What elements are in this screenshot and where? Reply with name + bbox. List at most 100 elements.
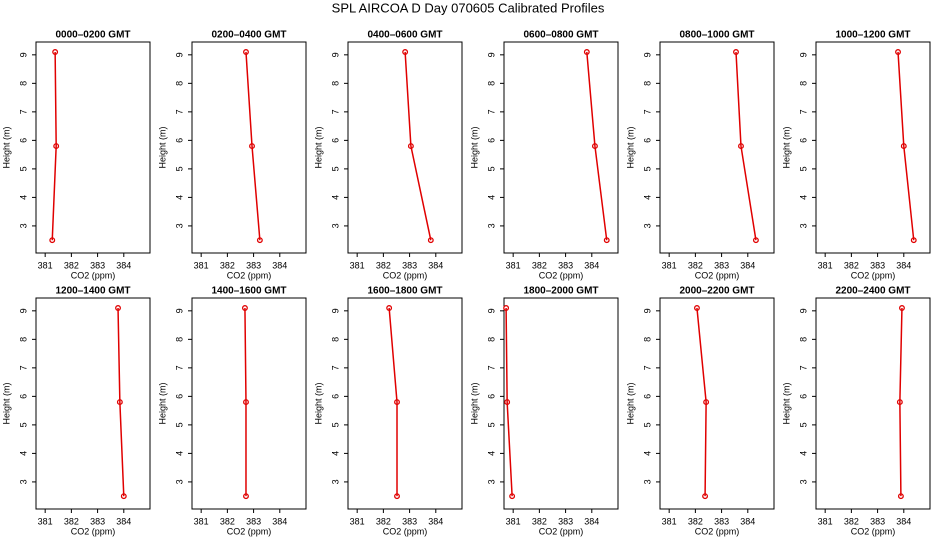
y-tick-label: 3: [18, 223, 28, 228]
plot-frame: [191, 297, 307, 510]
y-axis-label: Height (m): [469, 126, 479, 168]
plot-frame: [815, 297, 931, 510]
y-tick-label: 8: [798, 337, 808, 342]
y-tick-label: 7: [642, 365, 652, 370]
x-tick-label: 383: [246, 260, 261, 270]
y-tick-label: 8: [174, 81, 184, 86]
panel-title: 0600–0800 GMT: [523, 30, 598, 41]
x-tick-label: 381: [506, 516, 521, 526]
data-point: [733, 49, 739, 55]
data-point: [591, 143, 598, 150]
y-tick-label: 4: [174, 451, 184, 456]
x-tick-label: 383: [402, 516, 417, 526]
y-tick-label: 4: [798, 195, 808, 200]
y-tick-label: 5: [330, 166, 340, 171]
x-tick-label: 381: [38, 516, 53, 526]
y-tick-label: 6: [642, 394, 652, 399]
y-tick-label: 3: [18, 479, 28, 484]
y-tick-label: 6: [486, 394, 496, 399]
profile-line: [897, 51, 915, 241]
x-tick-label: 384: [740, 260, 755, 270]
x-axis-label: CO2 (ppm): [383, 270, 428, 280]
x-tick-label: 384: [272, 516, 287, 526]
x-tick-label: 383: [90, 516, 105, 526]
x-tick-label: 384: [896, 516, 911, 526]
y-tick-label: 3: [486, 223, 496, 228]
y-tick-label: 4: [330, 195, 340, 200]
y-tick-label: 8: [642, 81, 652, 86]
x-tick-label: 382: [220, 260, 235, 270]
data-point: [402, 49, 409, 55]
data-point: [694, 305, 700, 311]
data-point: [53, 143, 60, 150]
panel-title: 0400–0600 GMT: [367, 30, 442, 41]
panel-title: 0200–0400 GMT: [211, 30, 286, 41]
data-point: [243, 399, 249, 406]
x-tick-label: 384: [116, 516, 131, 526]
y-axis-label: Height (m): [625, 126, 635, 168]
y-tick-label: 7: [486, 365, 496, 370]
x-tick-label: 381: [350, 260, 365, 270]
x-tick-label: 383: [714, 260, 729, 270]
y-tick-label: 6: [330, 394, 340, 399]
y-tick-label: 9: [330, 308, 340, 313]
y-tick-label: 4: [18, 195, 28, 200]
y-tick-label: 9: [642, 308, 652, 313]
panel-title: 0000–0200 GMT: [55, 30, 130, 41]
y-tick-label: 4: [486, 451, 496, 456]
plot-frame: [191, 41, 307, 254]
y-tick-label: 3: [798, 223, 808, 228]
panel-title: 1200–1400 GMT: [55, 286, 130, 297]
x-tick-label: 381: [506, 260, 521, 270]
profile-line: [505, 307, 513, 497]
x-tick-label: 383: [870, 516, 885, 526]
y-tick-label: 9: [486, 52, 496, 57]
data-point: [386, 305, 393, 311]
x-tick-label: 383: [402, 260, 417, 270]
data-point: [702, 493, 709, 500]
profile-line: [245, 51, 261, 241]
y-tick-label: 4: [486, 195, 496, 200]
y-tick-label: 6: [174, 138, 184, 143]
y-tick-label: 5: [18, 166, 28, 171]
y-tick-label: 3: [642, 223, 652, 228]
y-tick-label: 7: [174, 109, 184, 114]
y-tick-label: 5: [330, 422, 340, 427]
y-tick-label: 8: [18, 81, 28, 86]
y-tick-label: 9: [18, 52, 28, 57]
profile-line: [51, 51, 57, 241]
data-point: [115, 305, 121, 311]
x-tick-label: 382: [688, 516, 703, 526]
x-tick-label: 382: [64, 516, 79, 526]
panel-title: 0800–1000 GMT: [679, 30, 754, 41]
x-axis-label: CO2 (ppm): [383, 526, 428, 536]
x-tick-label: 381: [662, 260, 677, 270]
plot-frame: [35, 41, 151, 254]
data-point: [738, 143, 744, 150]
y-axis-label: Height (m): [313, 126, 323, 168]
x-tick-label: 384: [584, 260, 599, 270]
y-axis-label: Height (m): [781, 382, 791, 424]
profile-line: [735, 51, 757, 241]
y-tick-label: 3: [174, 223, 184, 228]
panel-title: 1400–1600 GMT: [211, 286, 286, 297]
y-axis-label: Height (m): [625, 382, 635, 424]
data-point: [49, 237, 56, 244]
profile-line: [388, 307, 398, 497]
x-tick-label: 383: [558, 516, 573, 526]
x-tick-label: 383: [246, 516, 261, 526]
plot-frame: [659, 41, 775, 254]
plot-frame: [347, 41, 463, 254]
data-point: [256, 237, 263, 244]
y-tick-label: 9: [174, 308, 184, 313]
y-tick-label: 9: [18, 308, 28, 313]
y-tick-label: 4: [642, 195, 652, 200]
x-tick-label: 384: [272, 260, 287, 270]
profile-line: [696, 307, 707, 497]
y-tick-label: 3: [330, 479, 340, 484]
data-point: [407, 143, 414, 150]
y-tick-label: 3: [486, 479, 496, 484]
x-axis-label: CO2 (ppm): [695, 526, 740, 536]
data-point: [896, 399, 903, 406]
